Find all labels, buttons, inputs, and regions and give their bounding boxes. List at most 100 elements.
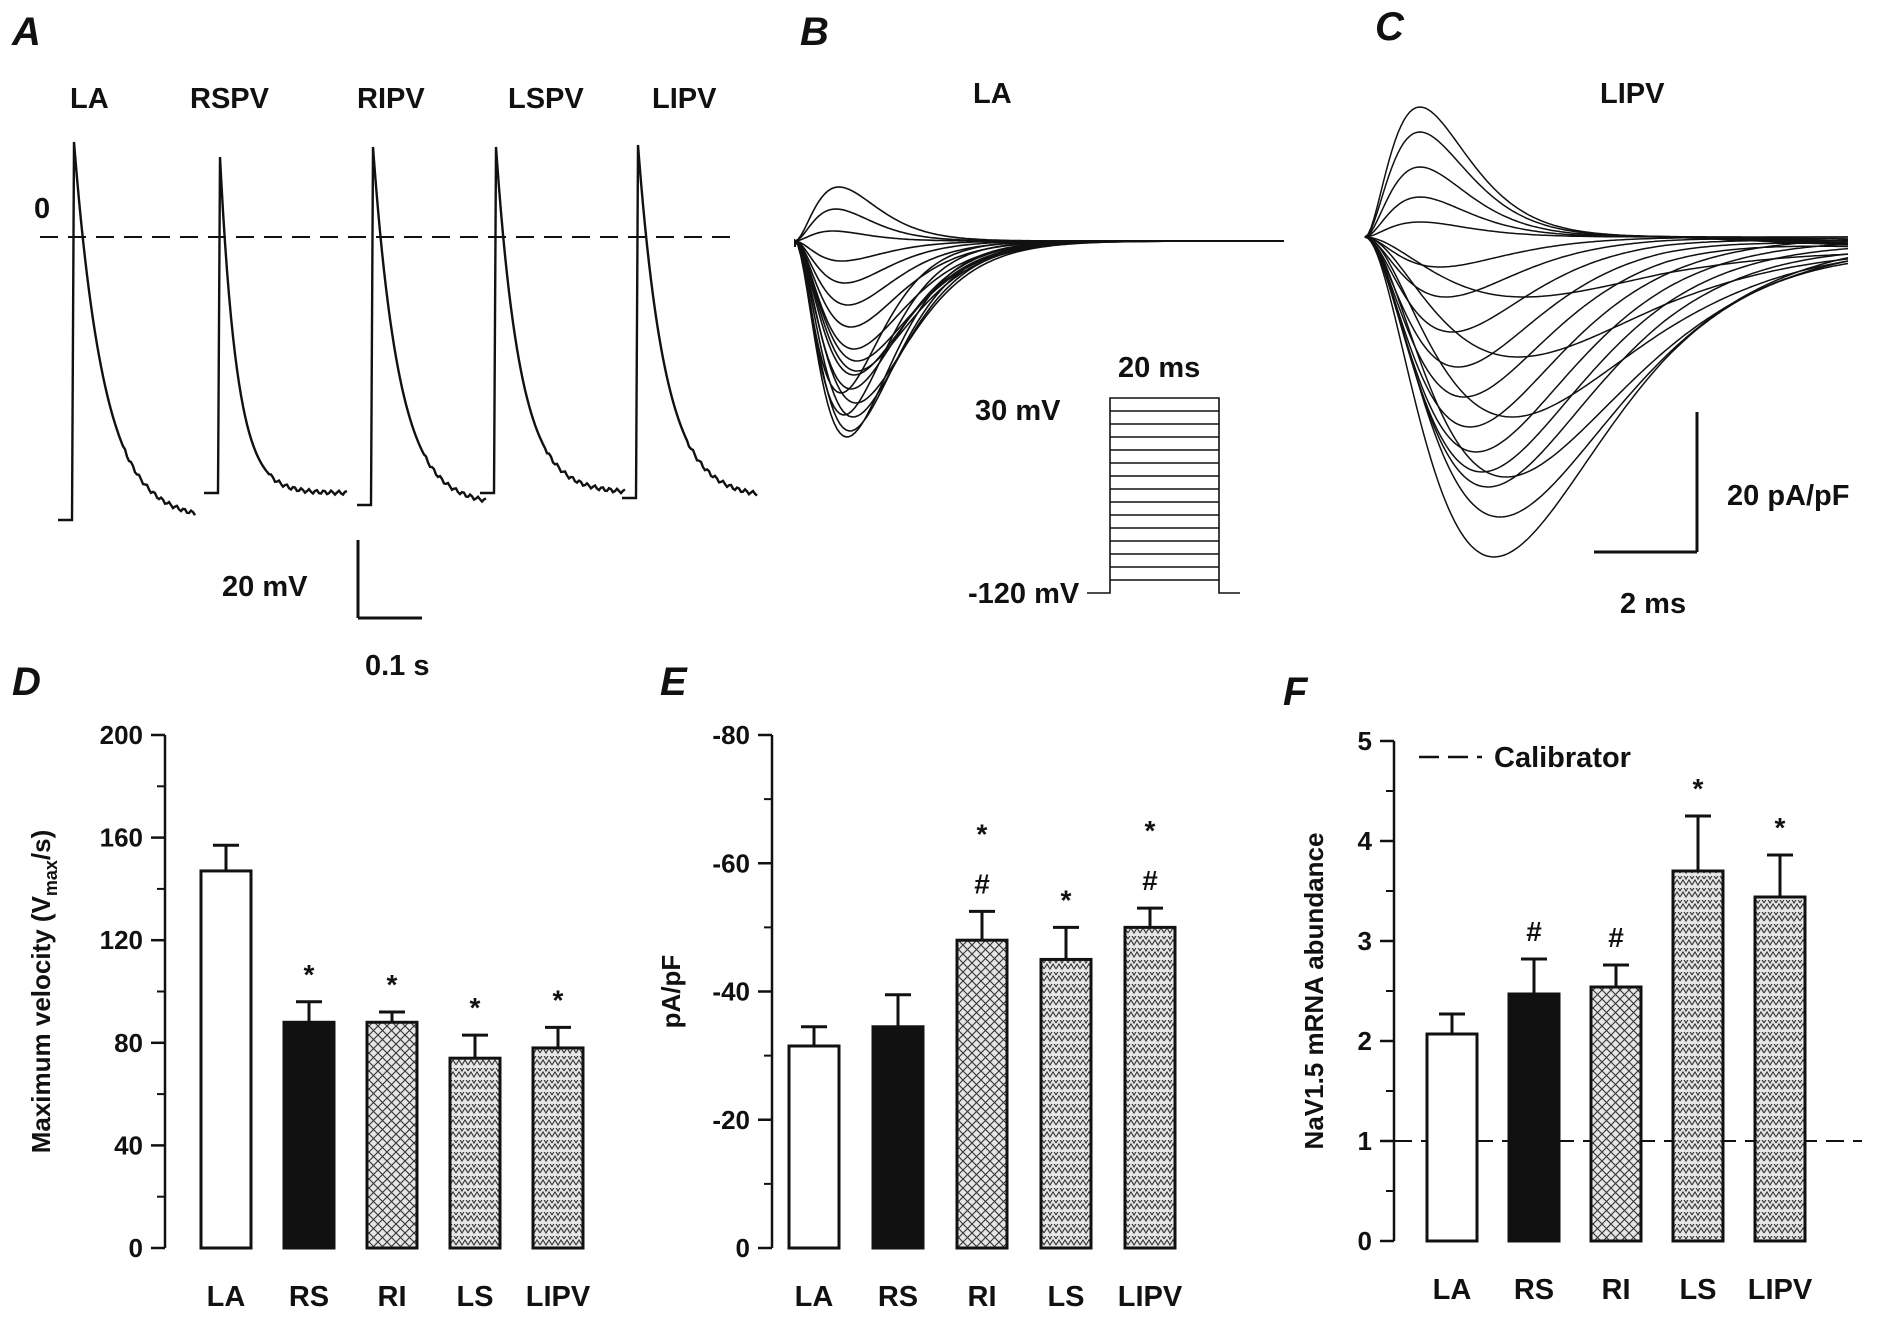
- significance-star: *: [1061, 884, 1072, 915]
- y-axis-label: NaV1.5 mRNA abundance: [1299, 833, 1329, 1150]
- x-tick-label: RS: [289, 1281, 329, 1313]
- x-tick-label: LIPV: [1748, 1274, 1813, 1306]
- x-tick-label: LIPV: [526, 1281, 591, 1313]
- chart-f-nav15-mrna: 0 1 2 3 4 5 Calibrator LA # RS # RI * LS * LIPV NaV1.5 m…: [1299, 726, 1862, 1306]
- current-trace-la: [794, 239, 1284, 306]
- y-axis-label: Maximum velocity (Vmax/s): [26, 830, 61, 1154]
- significance-star: *: [977, 818, 988, 849]
- trace-label-lipv: LIPV: [652, 83, 717, 115]
- current-trace-lipv: [1364, 166, 1849, 242]
- panel-letter-f: F: [1283, 670, 1309, 714]
- y-tick-label: 80: [114, 1028, 143, 1058]
- ap-trace-rspv: [204, 156, 348, 497]
- current-trace-lipv: [1364, 236, 1848, 368]
- trace-label-ripv: RIPV: [357, 83, 425, 115]
- y-tick-label: 2: [1358, 1026, 1372, 1056]
- y-tick-label: 5: [1358, 726, 1372, 756]
- current-trace-la: [794, 186, 1284, 247]
- y-tick-label: 0: [736, 1233, 750, 1263]
- current-trace-la: [794, 239, 1284, 376]
- scale-current-label: 20 pA/pF: [1727, 480, 1849, 512]
- current-trace-la: [794, 239, 1284, 362]
- y-tick-label: -60: [712, 848, 750, 878]
- significance-star: *: [553, 984, 564, 1015]
- bar-ri: [955, 938, 1009, 1250]
- bar-ls: [1039, 957, 1093, 1250]
- panel-b-title: LA: [973, 78, 1012, 110]
- x-tick-label: LA: [795, 1281, 834, 1313]
- significance-star: *: [1693, 773, 1704, 804]
- chart-e-current-density: 0 -20 -40 -60 -80 LA RS # * RI * LS # * LIPV pA/pF: [656, 720, 1183, 1313]
- bar-lipv: [1123, 925, 1177, 1250]
- significance-star: *: [304, 959, 315, 990]
- current-trace-la: [794, 238, 1284, 416]
- y-tick-label: 200: [100, 720, 143, 750]
- y-tick-label: 3: [1358, 926, 1372, 956]
- x-tick-label: LS: [456, 1281, 493, 1313]
- panel-c: LIPV 20 pA/pF 2 ms: [1364, 78, 1849, 620]
- x-tick-label: RI: [968, 1281, 997, 1313]
- scale-time-c-label: 2 ms: [1620, 588, 1686, 620]
- bar-ls: [1671, 869, 1725, 1243]
- y-tick-label: 1: [1358, 1126, 1372, 1156]
- x-tick-label: RS: [878, 1281, 918, 1313]
- protocol-bottom-label: -120 mV: [968, 578, 1080, 610]
- current-trace-lipv: [1364, 236, 1849, 418]
- current-trace-la: [794, 239, 1284, 418]
- ap-trace-lipv: [622, 144, 758, 500]
- current-trace-lipv: [1364, 236, 1849, 488]
- significance-star: *: [470, 992, 481, 1023]
- panel-letter-b: B: [800, 10, 829, 54]
- y-tick-label: 160: [100, 823, 143, 853]
- voltage-protocol: [1087, 397, 1240, 594]
- bar-rs: [1507, 992, 1561, 1243]
- current-trace-lipv: [1364, 236, 1848, 268]
- current-trace-la: [794, 239, 1284, 328]
- panel-b: LA 20 ms 30 mV -120 mV: [794, 78, 1284, 610]
- bar-la: [787, 1044, 841, 1250]
- current-trace-lipv: [1364, 236, 1849, 428]
- protocol-top-label: 30 mV: [975, 395, 1061, 427]
- x-tick-label: LS: [1679, 1274, 1716, 1306]
- current-trace-lipv: [1364, 236, 1849, 518]
- bar-lipv: [531, 1046, 585, 1250]
- panel-letter-c: C: [1375, 5, 1405, 49]
- action-potential-traces: [58, 141, 758, 522]
- current-trace-lipv: [1364, 236, 1849, 473]
- panel-letter-a: A: [11, 10, 41, 54]
- zero-level-label: 0: [34, 193, 50, 225]
- bar-ri: [1589, 985, 1643, 1243]
- current-trace-la: [794, 238, 1284, 394]
- sodium-current-traces-la: [794, 186, 1284, 438]
- scale-time-label: 0.1 s: [365, 650, 430, 682]
- current-trace-lipv: [1364, 236, 1848, 298]
- bar-rs: [871, 1025, 925, 1250]
- current-trace-lipv: [1364, 236, 1849, 333]
- sodium-current-traces-lipv: [1364, 106, 1849, 558]
- y-tick-label: 0: [1358, 1226, 1372, 1256]
- bar-la: [199, 869, 253, 1250]
- significance-star: *: [387, 969, 398, 1000]
- trace-label-rspv: RSPV: [190, 83, 270, 115]
- panel-c-title: LIPV: [1600, 78, 1665, 110]
- significance-hash: #: [1526, 916, 1542, 947]
- significance-hash: #: [974, 868, 990, 899]
- y-tick-label: -20: [712, 1105, 750, 1135]
- x-tick-label: LIPV: [1118, 1281, 1183, 1313]
- x-tick-label: LA: [1433, 1274, 1472, 1306]
- x-tick-label: RS: [1514, 1274, 1554, 1306]
- x-tick-label: LS: [1047, 1281, 1084, 1313]
- y-tick-label: 40: [114, 1130, 143, 1160]
- x-tick-label: RI: [378, 1281, 407, 1313]
- significance-hash: #: [1608, 922, 1624, 953]
- y-tick-label: 0: [129, 1233, 143, 1263]
- ap-trace-la: [58, 141, 197, 522]
- y-tick-label: -80: [712, 720, 750, 750]
- y-tick-label: -40: [712, 977, 750, 1007]
- panel-a: LA RSPV RIPV LSPV LIPV 0 20 mV 0.1 s: [34, 83, 758, 682]
- y-axis-label: pA/pF: [656, 955, 686, 1029]
- ap-trace-lspv: [480, 146, 626, 495]
- bar-ri: [365, 1020, 419, 1250]
- significance-star: *: [1775, 812, 1786, 843]
